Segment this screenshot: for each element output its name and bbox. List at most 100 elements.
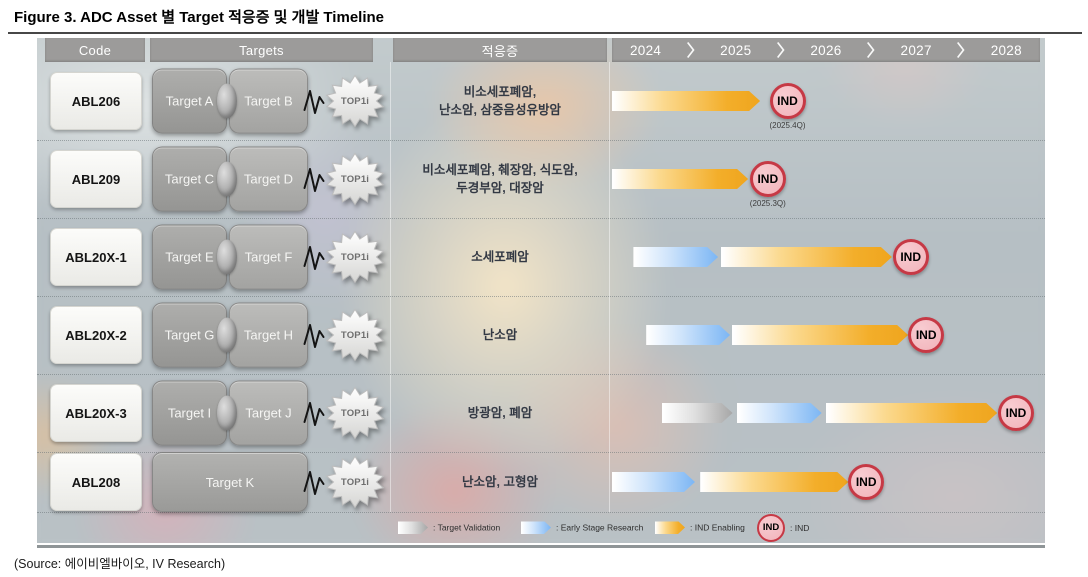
target-button: Target B (229, 68, 308, 134)
target-button: Target J (229, 380, 308, 446)
asset-code: ABL20X-3 (50, 384, 142, 442)
year-label: 2028 (990, 42, 1022, 58)
asset-code: ABL209 (50, 150, 142, 208)
asset-row: ABL209 Target C Target D TOP1i 비소세포폐암, 췌장암, … (37, 140, 1045, 219)
ind-date-label: (2025.4Q) (769, 121, 806, 130)
target-button: Target C (152, 146, 227, 212)
year-label: 2026 (810, 42, 842, 58)
payload-starburst-badge: TOP1i (325, 230, 385, 284)
ind-milestone-badge: IND (892, 239, 929, 275)
legend-swatch-research (521, 521, 551, 534)
timeline-track: IND (2025.4Q) (612, 62, 1040, 140)
phase-bar-enabling (721, 247, 892, 267)
figure-title: Figure 3. ADC Asset 별 Target 적응증 및 개발 Ti… (14, 9, 384, 26)
indication-text: 난소암 (393, 326, 607, 344)
payload-label: TOP1i (340, 407, 370, 419)
legend-swatch-validation (398, 521, 428, 534)
indication-line: 소세포폐암 (471, 249, 529, 264)
indication-line: 비소세포폐암, (463, 84, 537, 99)
legend-swatch-enabling (655, 521, 685, 534)
ind-milestone-badge: IND (998, 395, 1034, 431)
legend-item-research: : Early Stage Research (521, 521, 643, 534)
indication-text: 비소세포폐암, 췌장암, 식도암, 두경부암, 대장암 (393, 161, 607, 197)
timeline-track: IND (612, 374, 1040, 452)
asset-code: ABL208 (50, 453, 142, 511)
legend-ind-badge: IND (757, 513, 785, 542)
indication-line: 난소암 (482, 327, 518, 342)
phase-bar-research (612, 472, 695, 492)
legend-label: : Target Validation (433, 522, 501, 533)
payload-label: TOP1i (340, 95, 370, 107)
timeline-track: IND (2025.3Q) (612, 140, 1040, 218)
payload-starburst-badge: TOP1i (325, 152, 385, 206)
source-note: (Source: 에이비엘바이오, IV Research) (14, 557, 226, 571)
target-connector (217, 161, 237, 197)
legend-item-validation: : Target Validation (398, 521, 500, 534)
payload-label: TOP1i (340, 476, 370, 488)
timeline-track: IND (612, 296, 1040, 374)
phase-bar-research (646, 325, 730, 345)
target-button: Target A (152, 68, 227, 134)
title-rule (8, 32, 1082, 34)
target-button: Target K (152, 452, 308, 512)
column-divider (390, 62, 391, 512)
legend-label: : IND (790, 522, 810, 533)
target-button: Target H (229, 302, 308, 368)
legend-item-enabling: : IND Enabling (655, 521, 745, 534)
asset-code: ABL206 (50, 72, 142, 130)
linker-squiggle-icon (303, 240, 325, 274)
asset-code: ABL20X-2 (50, 306, 142, 364)
legend-label: : Early Stage Research (556, 522, 644, 533)
target-button: Target G (152, 302, 227, 368)
indication-text: 방광암, 폐암 (393, 404, 607, 422)
phase-bar-enabling (612, 91, 760, 111)
timeline-track: IND (612, 452, 1040, 512)
bottom-rule (37, 545, 1045, 548)
phase-bar-enabling (826, 403, 997, 423)
asset-row: ABL20X-2 Target G Target H TOP1i 난소암 IND (37, 296, 1045, 375)
linker-squiggle-icon (303, 396, 325, 430)
legend-label: : IND Enabling (690, 522, 745, 533)
asset-row: ABL20X-3 Target I Target J TOP1i 방광암, 폐암 IND (37, 374, 1045, 453)
indication-line: 난소암, 삼중음성유방암 (439, 103, 561, 117)
target-connector (217, 317, 237, 353)
payload-starburst-badge: TOP1i (325, 386, 385, 440)
phase-bar-research (633, 247, 718, 267)
legend: : Target Validation : Early Stage Researc… (37, 512, 1045, 543)
ind-date-label: (2025.3Q) (749, 199, 786, 208)
column-header-indication: 적응증 (393, 38, 607, 62)
linker-squiggle-icon (303, 84, 325, 118)
payload-label: TOP1i (340, 251, 370, 263)
chevron-right-icon (776, 40, 786, 60)
phase-bar-enabling (732, 325, 908, 345)
linker-squiggle-icon (303, 318, 325, 352)
column-header-targets: Targets (150, 38, 373, 62)
chevron-right-icon (956, 40, 966, 60)
column-header-code: Code (45, 38, 145, 62)
indication-text: 비소세포폐암, 난소암, 삼중음성유방암 (393, 83, 607, 119)
payload-starburst-badge: TOP1i (325, 308, 385, 362)
asset-row: ABL206 Target A Target B TOP1i 비소세포폐암, 난소암, 삼… (37, 62, 1045, 141)
phase-bar-enabling (700, 472, 848, 492)
target-button: Target D (229, 146, 308, 212)
ind-milestone-badge: IND (769, 83, 806, 119)
asset-code: ABL20X-1 (50, 228, 142, 286)
target-connector (217, 83, 237, 119)
indication-line: 방광암, 폐암 (467, 405, 533, 420)
payload-label: TOP1i (340, 329, 370, 341)
asset-row: ABL208 Target K TOP1i 난소암, 고형암 IND (37, 452, 1045, 513)
timeline-track: IND (612, 218, 1040, 296)
chevron-right-icon (866, 40, 876, 60)
year-label: 2027 (900, 42, 932, 58)
indication-line: 비소세포폐암, 췌장암, 식도암, (422, 162, 578, 177)
figure-canvas: Code Targets 적응증 2024 2025 2026 2027 2028 AB… (37, 38, 1045, 543)
linker-squiggle-icon (303, 162, 325, 196)
indication-line: 두경부암, 대장암 (456, 181, 544, 195)
year-label: 2024 (630, 42, 662, 58)
target-button: Target F (229, 224, 308, 290)
payload-label: TOP1i (340, 173, 370, 185)
column-divider (609, 62, 610, 512)
year-label: 2025 (720, 42, 752, 58)
target-connector (217, 239, 237, 275)
ind-milestone-badge: IND (749, 161, 786, 197)
